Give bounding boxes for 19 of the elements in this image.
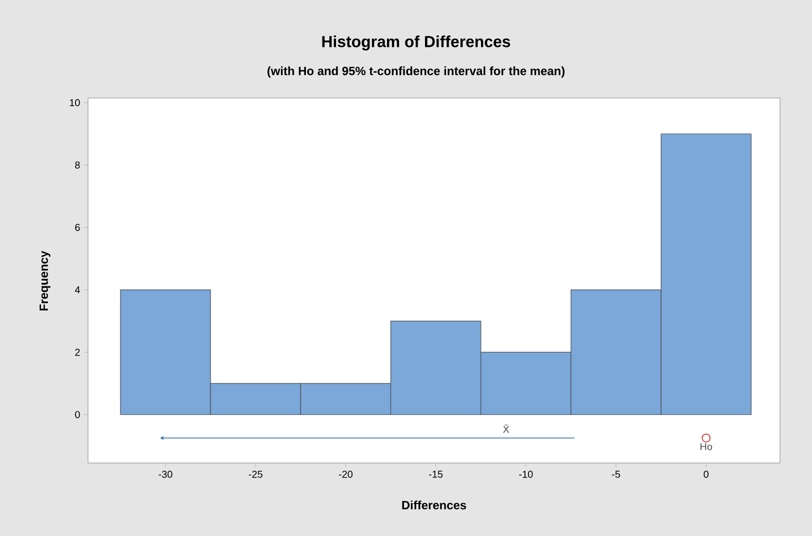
y-axis-title: Frequency [40, 250, 50, 310]
y-tick-label: 4 [74, 286, 80, 294]
x-tick-label: 0 [704, 470, 709, 478]
y-tick-label: 0 [75, 411, 80, 418]
x-axis-title: Differences [402, 500, 466, 510]
annotation: Ho [700, 443, 712, 450]
annotation: X̄ [502, 424, 510, 433]
y-tick-label: 10 [70, 99, 80, 106]
x-tick-label: -25 [248, 470, 262, 478]
x-tick-label: -20 [338, 470, 353, 478]
chart-title: Histogram of Differences [322, 36, 510, 50]
y-tick-label: 8 [75, 162, 80, 169]
y-tick-label: 6 [75, 224, 80, 231]
x-tick-label: -5 [612, 470, 620, 478]
x-tick-label: -15 [429, 470, 443, 478]
chart-subtitle: (with Ho and 95% t-confidence interval for the mean) [267, 66, 565, 78]
x-tick-label: -10 [519, 470, 533, 478]
x-tick-label: -30 [158, 470, 172, 478]
y-tick-label: 2 [75, 348, 80, 356]
